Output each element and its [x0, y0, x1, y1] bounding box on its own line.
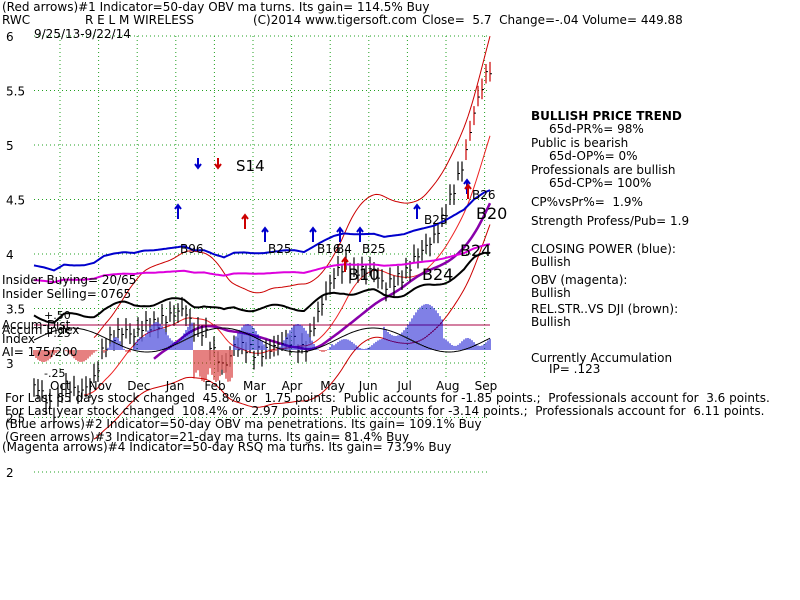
- up-arrow-icon: [413, 203, 421, 219]
- strength: Strength Profess/Pub= 1.9: [531, 214, 690, 228]
- closing-power-value: Bullish: [531, 255, 571, 269]
- relstr-title: REL.STR..VS DJI (brown):: [531, 302, 679, 316]
- insider-selling: Insider Selling= 0765: [2, 287, 132, 301]
- month-tick-label: Jul: [396, 379, 411, 393]
- month-tick-label: Jun: [358, 379, 378, 393]
- signal-label: B16: [317, 242, 341, 256]
- month-tick-label: Mar: [243, 379, 266, 393]
- obv-value: Bullish: [531, 286, 571, 300]
- insider-buying: Insider Buying= 20/65: [2, 273, 137, 287]
- accum-value: IP= .123: [549, 362, 601, 376]
- footer-green-arrows: (Green arrows)#3 Indicator=21-day ma tur…: [5, 430, 410, 444]
- company-name: R E L M WIRELESS: [85, 13, 195, 27]
- signal-label: B20: [476, 204, 507, 223]
- up-arrow-icon: [464, 183, 472, 199]
- accum-index-label: Accum Index: [2, 323, 80, 337]
- signal-label: B24: [460, 241, 491, 260]
- signal-label: B24: [422, 265, 453, 284]
- price-tick-label: 4.5: [6, 194, 25, 208]
- ticker: RWC: [2, 13, 31, 27]
- up-arrow-icon: [336, 226, 344, 242]
- signal-label: B10: [348, 265, 379, 284]
- cp-vs-pr: CP%vsPr%= 1.9%: [531, 195, 643, 209]
- footer-year: For Last year stock changed 108.4% or 2.…: [5, 404, 765, 418]
- signal-label: S14: [236, 157, 265, 175]
- accum-dist-label: Accum-Dist: [2, 318, 71, 332]
- price-tick-label: 4: [6, 248, 14, 262]
- down-arrow-icon: [214, 158, 222, 170]
- up-arrow-icon: [174, 203, 182, 219]
- signal-label: B25: [362, 242, 386, 256]
- obv-line: [33, 243, 491, 284]
- signal-label: B26: [472, 188, 496, 202]
- month-tick-label: Feb: [204, 379, 225, 393]
- ai-value: AI= 175/200: [2, 345, 78, 359]
- footer-65day: For Last 65 days stock changed 45.8% or …: [5, 391, 770, 405]
- price-tick-label: 6: [6, 30, 14, 44]
- axis-ticks: 6 5.5 5 4.5 4 3.5 3 2.5 2 Oct Nov Dec Jan Feb Mar Apr Ma…: [6, 30, 497, 480]
- accum-ma-line: [33, 327, 491, 353]
- up-arrow-icon: [341, 256, 349, 272]
- up-arrow-icon: [309, 226, 317, 242]
- public-title: Public is bearish: [531, 136, 629, 150]
- price-tick-label: 5.5: [6, 85, 25, 99]
- closing-power-line: [33, 189, 491, 272]
- signal-label: B4: [336, 242, 352, 256]
- rel-strength-line: [33, 251, 490, 324]
- down-arrow-icon: [194, 158, 202, 170]
- pros-value: 65d-CP%= 100%: [549, 176, 652, 190]
- month-tick-label: May: [320, 379, 345, 393]
- signal-label: B25: [424, 213, 448, 227]
- price-tick-label: 3.5: [6, 303, 25, 317]
- month-tick-label: Apr: [282, 379, 303, 393]
- quote: Close= 5.7 Change=-.04 Volume= 449.88: [422, 13, 683, 27]
- pros-title: Professionals are bullish: [531, 163, 676, 177]
- month-tick-label: Oct: [50, 379, 71, 393]
- trend-value: 65d-PR%= 98%: [549, 122, 644, 136]
- month-tick-label: Dec: [127, 379, 150, 393]
- signal-label: B25: [268, 242, 292, 256]
- up-arrow-icon: [261, 226, 269, 242]
- accum-tick-label: +.25: [44, 327, 71, 340]
- public-value: 65d-OP%= 0%: [549, 149, 638, 163]
- trend-title: BULLISH PRICE TREND: [531, 109, 682, 123]
- obv-title: OBV (magenta):: [531, 273, 628, 287]
- month-tick-label: Jan: [165, 379, 185, 393]
- indicator-lines: [33, 189, 491, 326]
- up-arrow-icon: [241, 213, 249, 229]
- accumulation-histogram: [33, 304, 491, 382]
- month-tick-label: Sep: [475, 379, 498, 393]
- upper-band: [93, 35, 491, 338]
- price-tick-label: 2: [6, 466, 14, 480]
- signal-label: B96: [180, 242, 204, 256]
- price-bars: [33, 61, 492, 429]
- index-label: Index: [2, 332, 36, 346]
- footer-magenta-arrows: (Magenta arrows)#4 Indicator=50-day RSQ …: [2, 440, 452, 454]
- accum-tick-label: +.50: [44, 309, 71, 322]
- closing-power-title: CLOSING POWER (blue):: [531, 242, 676, 256]
- price-tick-label: 3: [6, 357, 14, 371]
- price-tick-label: 5: [6, 139, 14, 153]
- ma50-line: [153, 202, 492, 360]
- relstr-value: Bullish: [531, 315, 571, 329]
- month-tick-label: Nov: [89, 379, 112, 393]
- accum-title: Currently Accumulation: [531, 351, 673, 365]
- accum-tick-label: -.25: [44, 367, 65, 380]
- price-tick-label: 2.5: [6, 412, 25, 426]
- header-red-arrows: (Red arrows)#1 Indicator=50-day OBV ma t…: [2, 0, 430, 14]
- up-arrow-icon: [356, 226, 364, 242]
- footer-blue-arrows: (Blue arrows)#2 Indicator=50-day OBV ma …: [5, 417, 482, 431]
- date-range: 9/25/13-9/22/14: [34, 27, 131, 41]
- copyright: (C)2014 www.tigersoft.com: [253, 13, 417, 27]
- month-tick-label: Aug: [436, 379, 459, 393]
